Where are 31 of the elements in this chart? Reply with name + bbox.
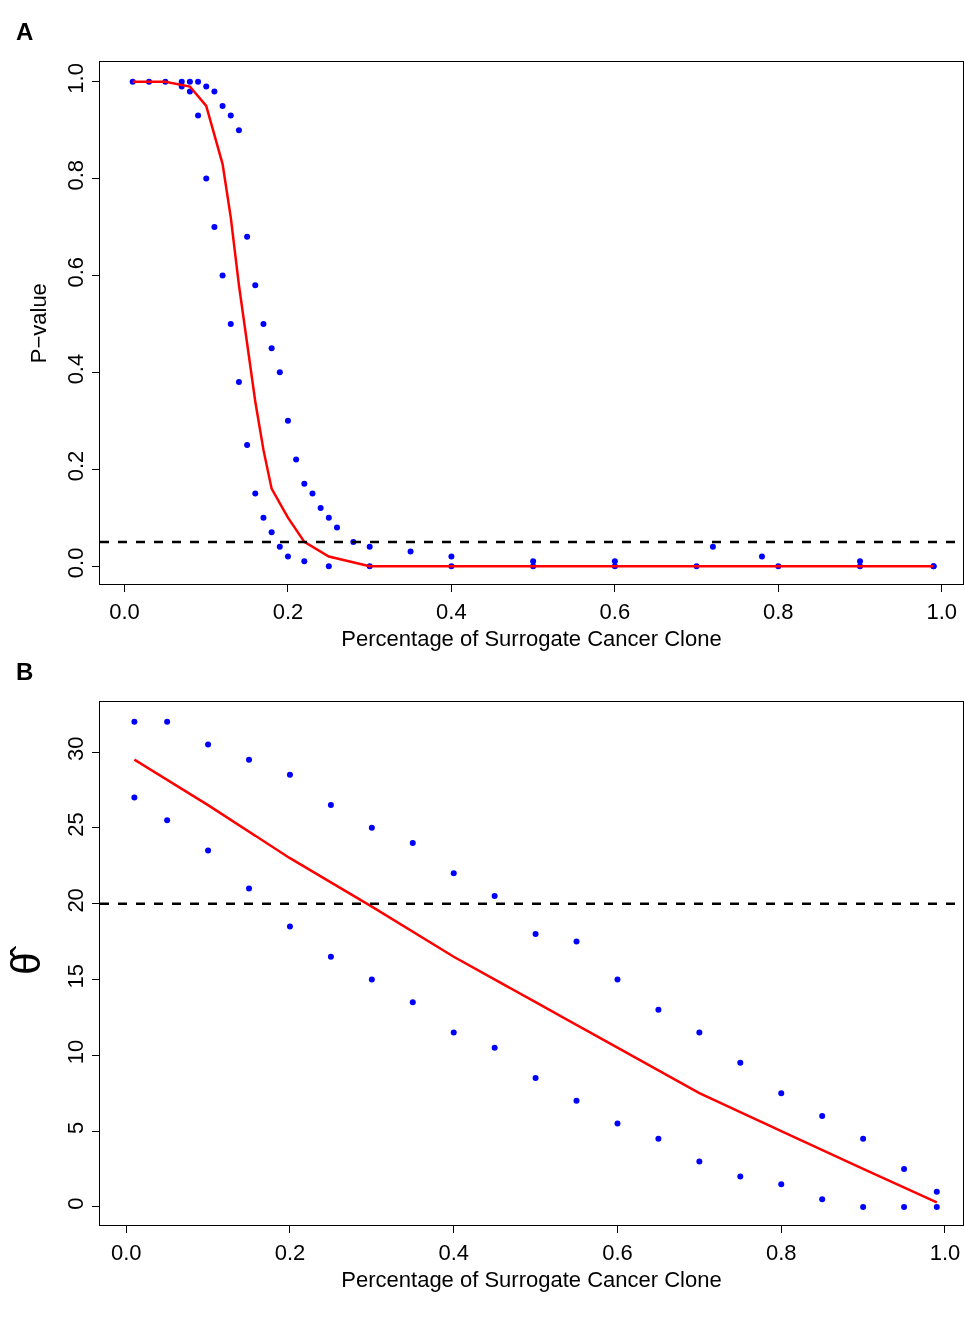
x-axis-title: Percentage of Surrogate Cancer Clone [341, 1267, 722, 1293]
y-tick-label: 1.0 [63, 63, 89, 94]
y-tick-label: 0.4 [63, 353, 89, 385]
x-tick-label: 0.6 [599, 598, 631, 624]
y-tick-label: 0 [63, 1197, 89, 1210]
y-tick-label: 25 [63, 812, 89, 837]
y-axis-title: θ̂ [3, 945, 48, 975]
y-tick-label: 20 [63, 888, 89, 913]
x-tick-label: 1.0 [929, 1239, 961, 1265]
y-tick-label: 0.6 [63, 256, 89, 288]
y-tick-label: 0.2 [63, 450, 89, 482]
x-tick-label: 0.8 [765, 1239, 797, 1265]
x-tick-label: 0.0 [109, 598, 140, 624]
x-tick-label: 0.8 [763, 598, 794, 624]
x-tick-label: 0.2 [272, 598, 304, 624]
y-tick-label: 10 [63, 1039, 89, 1065]
y-tick-label: 30 [63, 736, 89, 761]
x-tick-label: 0.2 [274, 1239, 306, 1265]
x-tick-label: 0.4 [436, 598, 467, 624]
x-tick-label: 0.6 [602, 1239, 633, 1265]
x-tick-label: 0.0 [110, 1239, 142, 1265]
y-axis-title: P−value [25, 283, 51, 364]
y-tick-label: 0.0 [63, 547, 89, 579]
y-tick-label: 15 [63, 963, 89, 989]
chart-title: B [16, 658, 34, 685]
chart-title: A [16, 18, 34, 45]
x-tick-label: 1.0 [926, 598, 958, 624]
x-tick-label: 0.4 [438, 1239, 470, 1265]
x-axis-title: Percentage of Surrogate Cancer Clone [341, 626, 722, 652]
y-tick-label: 0.8 [63, 159, 89, 191]
y-tick-label: 5 [63, 1121, 89, 1134]
